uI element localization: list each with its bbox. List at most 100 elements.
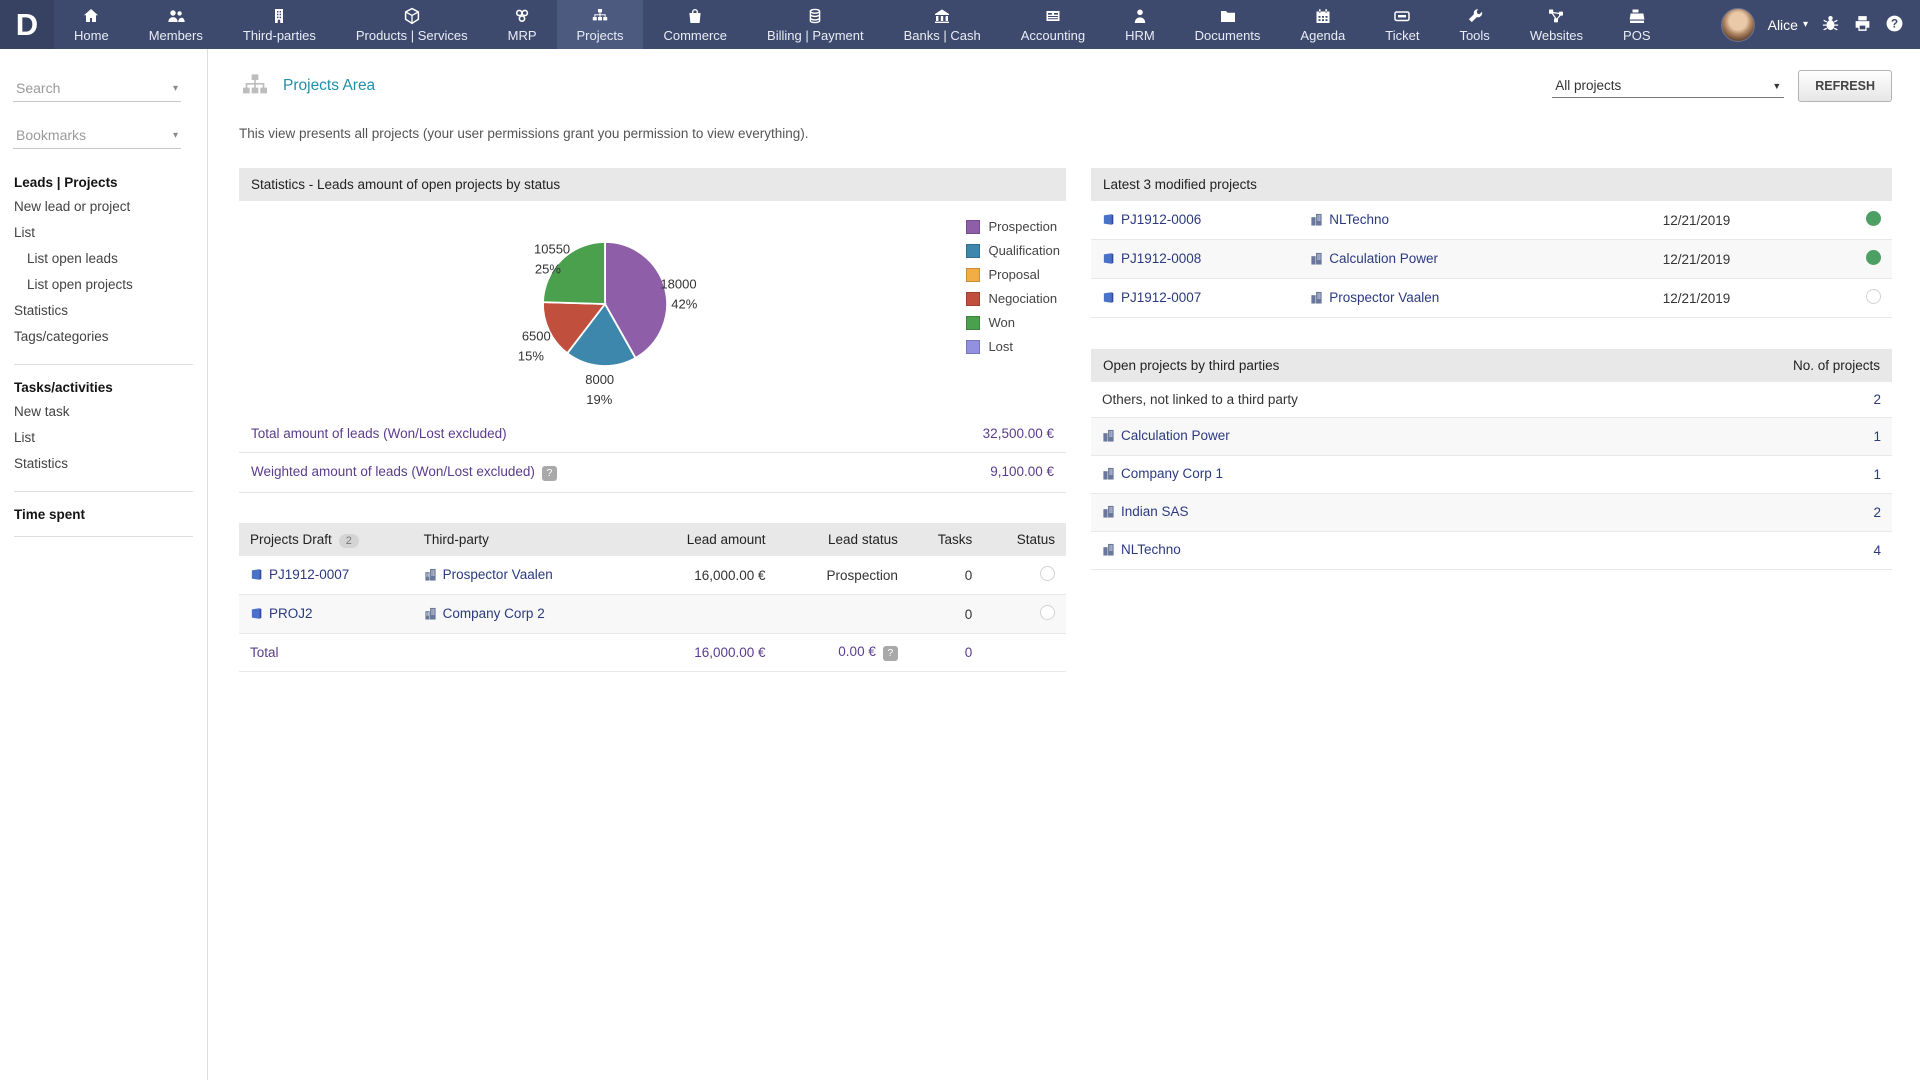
refresh-button[interactable]: REFRESH xyxy=(1798,70,1892,102)
project-link[interactable]: PJ1912-0007 xyxy=(1121,290,1201,305)
app-logo[interactable]: D xyxy=(0,0,54,49)
nav-item-mrp[interactable]: MRP xyxy=(488,0,557,49)
top-navbar: D Home Members Third-parties Products | … xyxy=(0,0,1920,49)
third-party-link[interactable]: Calculation Power xyxy=(1329,251,1438,266)
main-content: Projects Area All projects ▼ REFRESH Thi… xyxy=(208,49,1920,1080)
user-menu[interactable]: Alice ▾ xyxy=(1768,17,1808,33)
project-count-link[interactable]: 1 xyxy=(1873,429,1881,444)
project-count-link[interactable]: 2 xyxy=(1873,392,1881,407)
company-icon xyxy=(1310,252,1323,265)
nav-item-products-services[interactable]: Products | Services xyxy=(336,0,488,49)
third-party-link[interactable]: Prospector Vaalen xyxy=(443,567,553,582)
nav-item-ticket[interactable]: Ticket xyxy=(1365,0,1439,49)
nav-item-projects[interactable]: Projects xyxy=(557,0,644,49)
legend-swatch-negociation xyxy=(966,292,980,306)
nav-item-third-parties[interactable]: Third-parties xyxy=(223,0,336,49)
sidebar-item-tasks-statistics[interactable]: Statistics xyxy=(14,451,207,477)
nav-item-websites[interactable]: Websites xyxy=(1510,0,1603,49)
nav-item-commerce[interactable]: Commerce xyxy=(643,0,747,49)
project-count-link[interactable]: 1 xyxy=(1873,467,1881,482)
nav-item-tools[interactable]: Tools xyxy=(1439,0,1509,49)
count-badge: 2 xyxy=(339,534,359,548)
legend-swatch-prospection xyxy=(966,220,980,234)
svg-text:8000: 8000 xyxy=(585,372,614,387)
third-party-link[interactable]: Prospector Vaalen xyxy=(1329,290,1439,305)
cash-register-icon xyxy=(1627,7,1647,25)
company-icon xyxy=(424,568,437,581)
table-row: PJ1912-0006 NLTechno 12/21/2019 xyxy=(1091,201,1892,240)
third-party-link[interactable]: NLTechno xyxy=(1121,542,1181,557)
help-tooltip-icon[interactable]: ? xyxy=(542,466,557,481)
project-icon xyxy=(250,607,263,620)
third-party-link[interactable]: Company Corp 1 xyxy=(1121,466,1223,481)
search-input[interactable]: Search ▾ xyxy=(13,75,181,102)
table-row: PJ1912-0007 Prospector Vaalen 12/21/2019 xyxy=(1091,279,1892,318)
nav-item-documents[interactable]: Documents xyxy=(1175,0,1281,49)
sidebar-item-tasks-list[interactable]: List xyxy=(14,425,207,451)
third-party-link[interactable]: NLTechno xyxy=(1329,212,1389,227)
status-dot xyxy=(1866,289,1881,304)
nav-item-billing-payment[interactable]: Billing | Payment xyxy=(747,0,884,49)
left-sidebar: Search ▾ Bookmarks ▾ Leads | Projects Ne… xyxy=(0,49,208,1080)
third-party-link[interactable]: Indian SAS xyxy=(1121,504,1189,519)
project-link[interactable]: PJ1912-0007 xyxy=(269,567,349,582)
chevron-down-icon: ▾ xyxy=(1803,19,1808,30)
table-total-row: Total 16,000.00 € 0.00 €? 0 xyxy=(239,634,1066,672)
project-count-link[interactable]: 4 xyxy=(1873,543,1881,558)
mrp-icon xyxy=(512,7,532,25)
company-icon xyxy=(1102,505,1115,518)
print-button[interactable] xyxy=(1853,14,1872,36)
sidebar-item-tags-categories[interactable]: Tags/categories xyxy=(14,324,207,350)
help-button[interactable]: ? xyxy=(1885,14,1904,36)
total-leads-row: Total amount of leads (Won/Lost excluded… xyxy=(239,415,1066,453)
chart-legend: Prospection Qualification Proposal Negoc… xyxy=(966,219,1060,354)
nav-item-agenda[interactable]: Agenda xyxy=(1280,0,1365,49)
calendar-icon xyxy=(1313,7,1333,25)
col-status: Status xyxy=(983,523,1066,556)
home-icon xyxy=(81,7,101,25)
project-icon xyxy=(1102,213,1115,226)
open-projects-panel-header: Open projects by third parties No. of pr… xyxy=(1091,349,1892,382)
col-projects-draft: Projects Draft2 xyxy=(239,523,413,556)
status-dot xyxy=(1866,211,1881,226)
status-dot xyxy=(1866,250,1881,265)
latest-projects-table: PJ1912-0006 NLTechno 12/21/2019 PJ1912-0… xyxy=(1091,201,1892,318)
project-link[interactable]: PJ1912-0008 xyxy=(1121,251,1201,266)
project-link[interactable]: PJ1912-0006 xyxy=(1121,212,1201,227)
table-row: Company Corp 1 1 xyxy=(1091,456,1892,494)
company-icon xyxy=(1102,543,1115,556)
sidebar-item-statistics[interactable]: Statistics xyxy=(14,298,207,324)
sidebar-item-list-open-projects[interactable]: List open projects xyxy=(14,272,207,298)
user-avatar[interactable] xyxy=(1721,8,1755,42)
nav-item-pos[interactable]: POS xyxy=(1603,0,1670,49)
bookmarks-dropdown[interactable]: Bookmarks ▾ xyxy=(13,122,181,149)
nav-item-home[interactable]: Home xyxy=(54,0,129,49)
nav-item-hrm[interactable]: HRM xyxy=(1105,0,1175,49)
divider xyxy=(14,364,193,365)
nav-item-accounting[interactable]: Accounting xyxy=(1001,0,1105,49)
folder-icon xyxy=(1218,7,1238,25)
nav-item-banks-cash[interactable]: Banks | Cash xyxy=(884,0,1001,49)
table-row: Indian SAS 2 xyxy=(1091,494,1892,532)
project-icon xyxy=(250,568,263,581)
sidebar-item-list[interactable]: List xyxy=(14,220,207,246)
coins-icon xyxy=(805,7,825,25)
sidebar-item-new-task[interactable]: New task xyxy=(14,399,207,425)
third-party-link[interactable]: Company Corp 2 xyxy=(443,606,545,621)
legend-swatch-qualification xyxy=(966,244,980,258)
project-filter-select[interactable]: All projects ▼ xyxy=(1552,74,1784,98)
latest-projects-panel-header: Latest 3 modified projects xyxy=(1091,168,1892,201)
sidebar-item-list-open-leads[interactable]: List open leads xyxy=(14,246,207,272)
third-party-link[interactable]: Calculation Power xyxy=(1121,428,1230,443)
sidebar-item-new-lead[interactable]: New lead or project xyxy=(14,194,207,220)
nav-item-members[interactable]: Members xyxy=(129,0,223,49)
help-tooltip-icon[interactable]: ? xyxy=(883,646,898,661)
table-row: PJ1912-0007 Prospector Vaalen 16,000.00 … xyxy=(239,556,1066,595)
svg-text:15%: 15% xyxy=(518,349,544,364)
project-link[interactable]: PROJ2 xyxy=(269,606,313,621)
members-icon xyxy=(166,7,186,25)
svg-text:6500: 6500 xyxy=(522,329,551,344)
debug-bar-toggle[interactable] xyxy=(1821,14,1840,36)
project-count-link[interactable]: 2 xyxy=(1873,505,1881,520)
sitemap-icon xyxy=(590,7,610,25)
